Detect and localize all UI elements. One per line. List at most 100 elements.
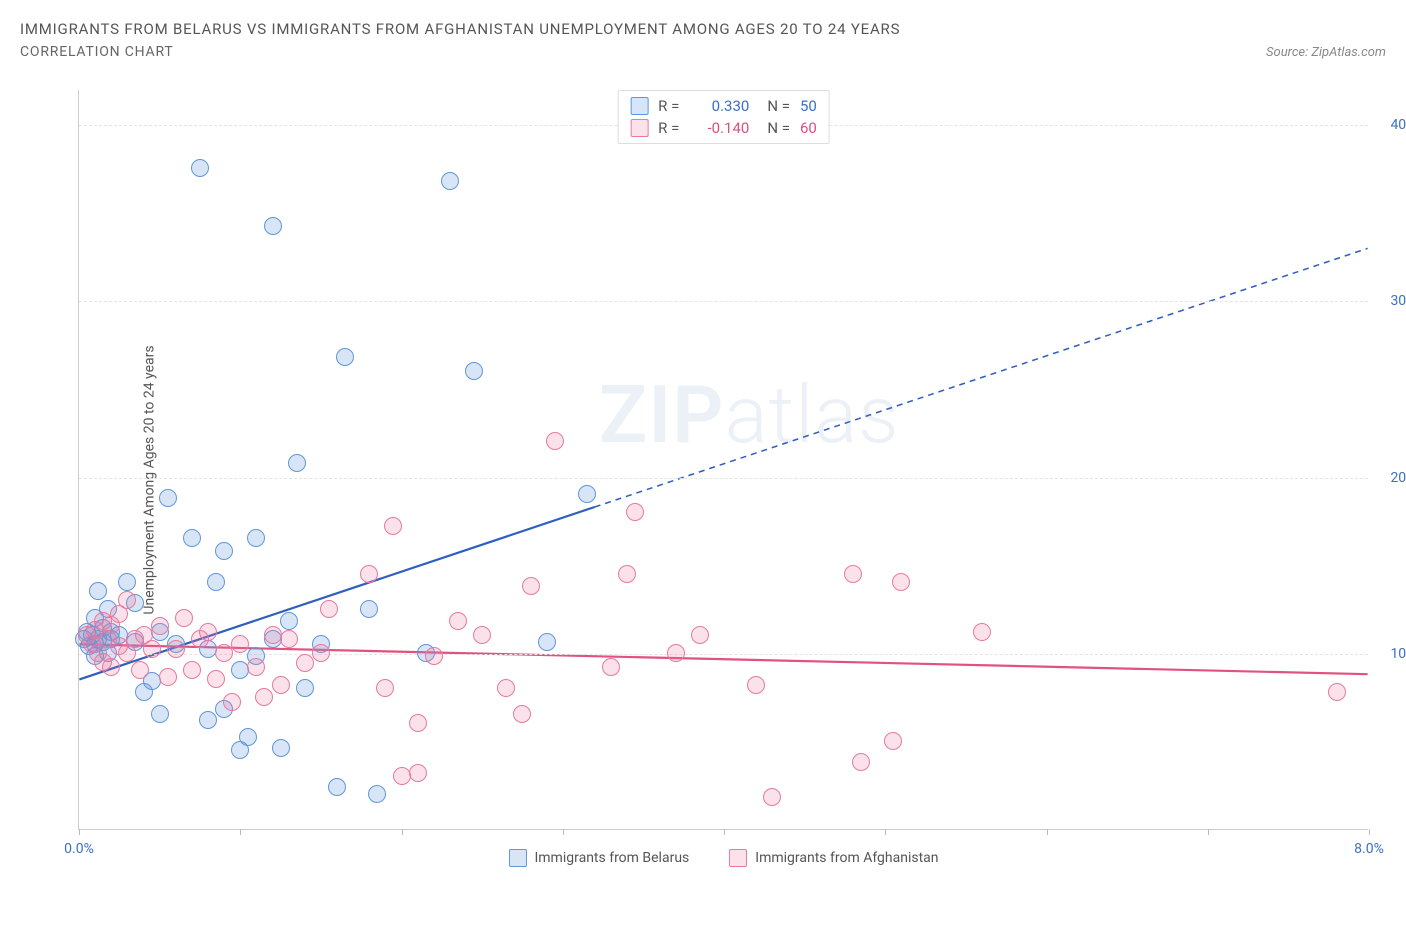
data-point xyxy=(215,644,233,662)
data-point xyxy=(973,623,991,641)
data-point xyxy=(409,764,427,782)
data-point xyxy=(175,609,193,627)
data-point xyxy=(215,542,233,560)
data-point xyxy=(272,739,290,757)
data-point xyxy=(360,565,378,583)
x-tick xyxy=(563,829,564,835)
data-point xyxy=(264,217,282,235)
data-point xyxy=(255,688,273,706)
data-point xyxy=(247,658,265,676)
subtitle-row: CORRELATION CHART Source: ZipAtlas.com xyxy=(0,44,1406,64)
legend-r-label: R = xyxy=(658,97,679,115)
data-point xyxy=(247,529,265,547)
data-point xyxy=(852,753,870,771)
data-point xyxy=(336,348,354,366)
data-point xyxy=(272,676,290,694)
data-point xyxy=(231,661,249,679)
y-tick-label: 10.0% xyxy=(1390,646,1406,662)
data-point xyxy=(199,623,217,641)
gridline xyxy=(79,654,1368,655)
data-point xyxy=(522,577,540,595)
data-point xyxy=(167,640,185,658)
data-point xyxy=(207,670,225,688)
y-tick-label: 40.0% xyxy=(1390,117,1406,133)
legend-row: R = -0.140 N = 60 xyxy=(630,117,817,139)
x-tick xyxy=(1208,829,1209,835)
data-point xyxy=(207,573,225,591)
data-point xyxy=(296,679,314,697)
data-point xyxy=(191,159,209,177)
data-point xyxy=(626,503,644,521)
data-point xyxy=(288,454,306,472)
data-point xyxy=(409,714,427,732)
x-tick xyxy=(1369,829,1370,835)
data-point xyxy=(151,617,169,635)
data-point xyxy=(280,612,298,630)
data-point xyxy=(578,485,596,503)
data-point xyxy=(89,582,107,600)
data-point xyxy=(497,679,515,697)
data-point xyxy=(368,785,386,803)
data-point xyxy=(118,591,136,609)
trend-lines xyxy=(79,90,1368,829)
chart-container: Unemployment Among Ages 20 to 24 years Z… xyxy=(50,90,1386,870)
data-point xyxy=(280,630,298,648)
data-point xyxy=(546,432,564,450)
data-point xyxy=(884,732,902,750)
legend-series-label: Immigrants from Afghanistan xyxy=(755,850,938,866)
data-point xyxy=(892,573,910,591)
data-point xyxy=(118,573,136,591)
data-point xyxy=(159,489,177,507)
data-point xyxy=(264,626,282,644)
data-point xyxy=(102,658,120,676)
legend-series-item: Immigrants from Belarus xyxy=(508,849,689,867)
legend-n-label: N = xyxy=(767,119,790,137)
data-point xyxy=(376,679,394,697)
data-point xyxy=(360,600,378,618)
data-point xyxy=(384,517,402,535)
data-point xyxy=(328,778,346,796)
data-point xyxy=(513,705,531,723)
trend-line xyxy=(79,644,1367,674)
legend-series: Immigrants from Belarus Immigrants from A… xyxy=(508,849,938,867)
data-point xyxy=(691,626,709,644)
trend-line-dashed xyxy=(595,248,1368,507)
data-point xyxy=(183,529,201,547)
data-point xyxy=(159,668,177,686)
data-point xyxy=(231,635,249,653)
data-point xyxy=(441,172,459,190)
data-point xyxy=(473,626,491,644)
legend-swatch xyxy=(630,119,648,137)
chart-subtitle: CORRELATION CHART xyxy=(20,44,174,60)
legend-swatch xyxy=(508,849,526,867)
data-point xyxy=(223,693,241,711)
data-point xyxy=(143,640,161,658)
data-point xyxy=(449,612,467,630)
legend-n-value: 60 xyxy=(800,119,817,137)
source-attribution: Source: ZipAtlas.com xyxy=(1266,45,1386,60)
x-tick xyxy=(885,829,886,835)
data-point xyxy=(1328,683,1346,701)
data-point xyxy=(151,705,169,723)
legend-r-label: R = xyxy=(658,119,679,137)
data-point xyxy=(538,633,556,651)
x-tick xyxy=(79,829,80,835)
data-point xyxy=(393,767,411,785)
legend-n-label: N = xyxy=(767,97,790,115)
data-point xyxy=(747,676,765,694)
data-point xyxy=(667,644,685,662)
data-point xyxy=(465,362,483,380)
x-tick xyxy=(402,829,403,835)
data-point xyxy=(618,565,636,583)
data-point xyxy=(844,565,862,583)
x-tick-label: 0.0% xyxy=(64,841,94,857)
data-point xyxy=(199,711,217,729)
legend-series-item: Immigrants from Afghanistan xyxy=(729,849,938,867)
data-point xyxy=(239,728,257,746)
legend-r-value: 0.330 xyxy=(689,97,749,115)
x-tick xyxy=(724,829,725,835)
data-point xyxy=(602,658,620,676)
legend-r-value: -0.140 xyxy=(689,119,749,137)
legend-swatch xyxy=(630,97,648,115)
x-tick xyxy=(240,829,241,835)
